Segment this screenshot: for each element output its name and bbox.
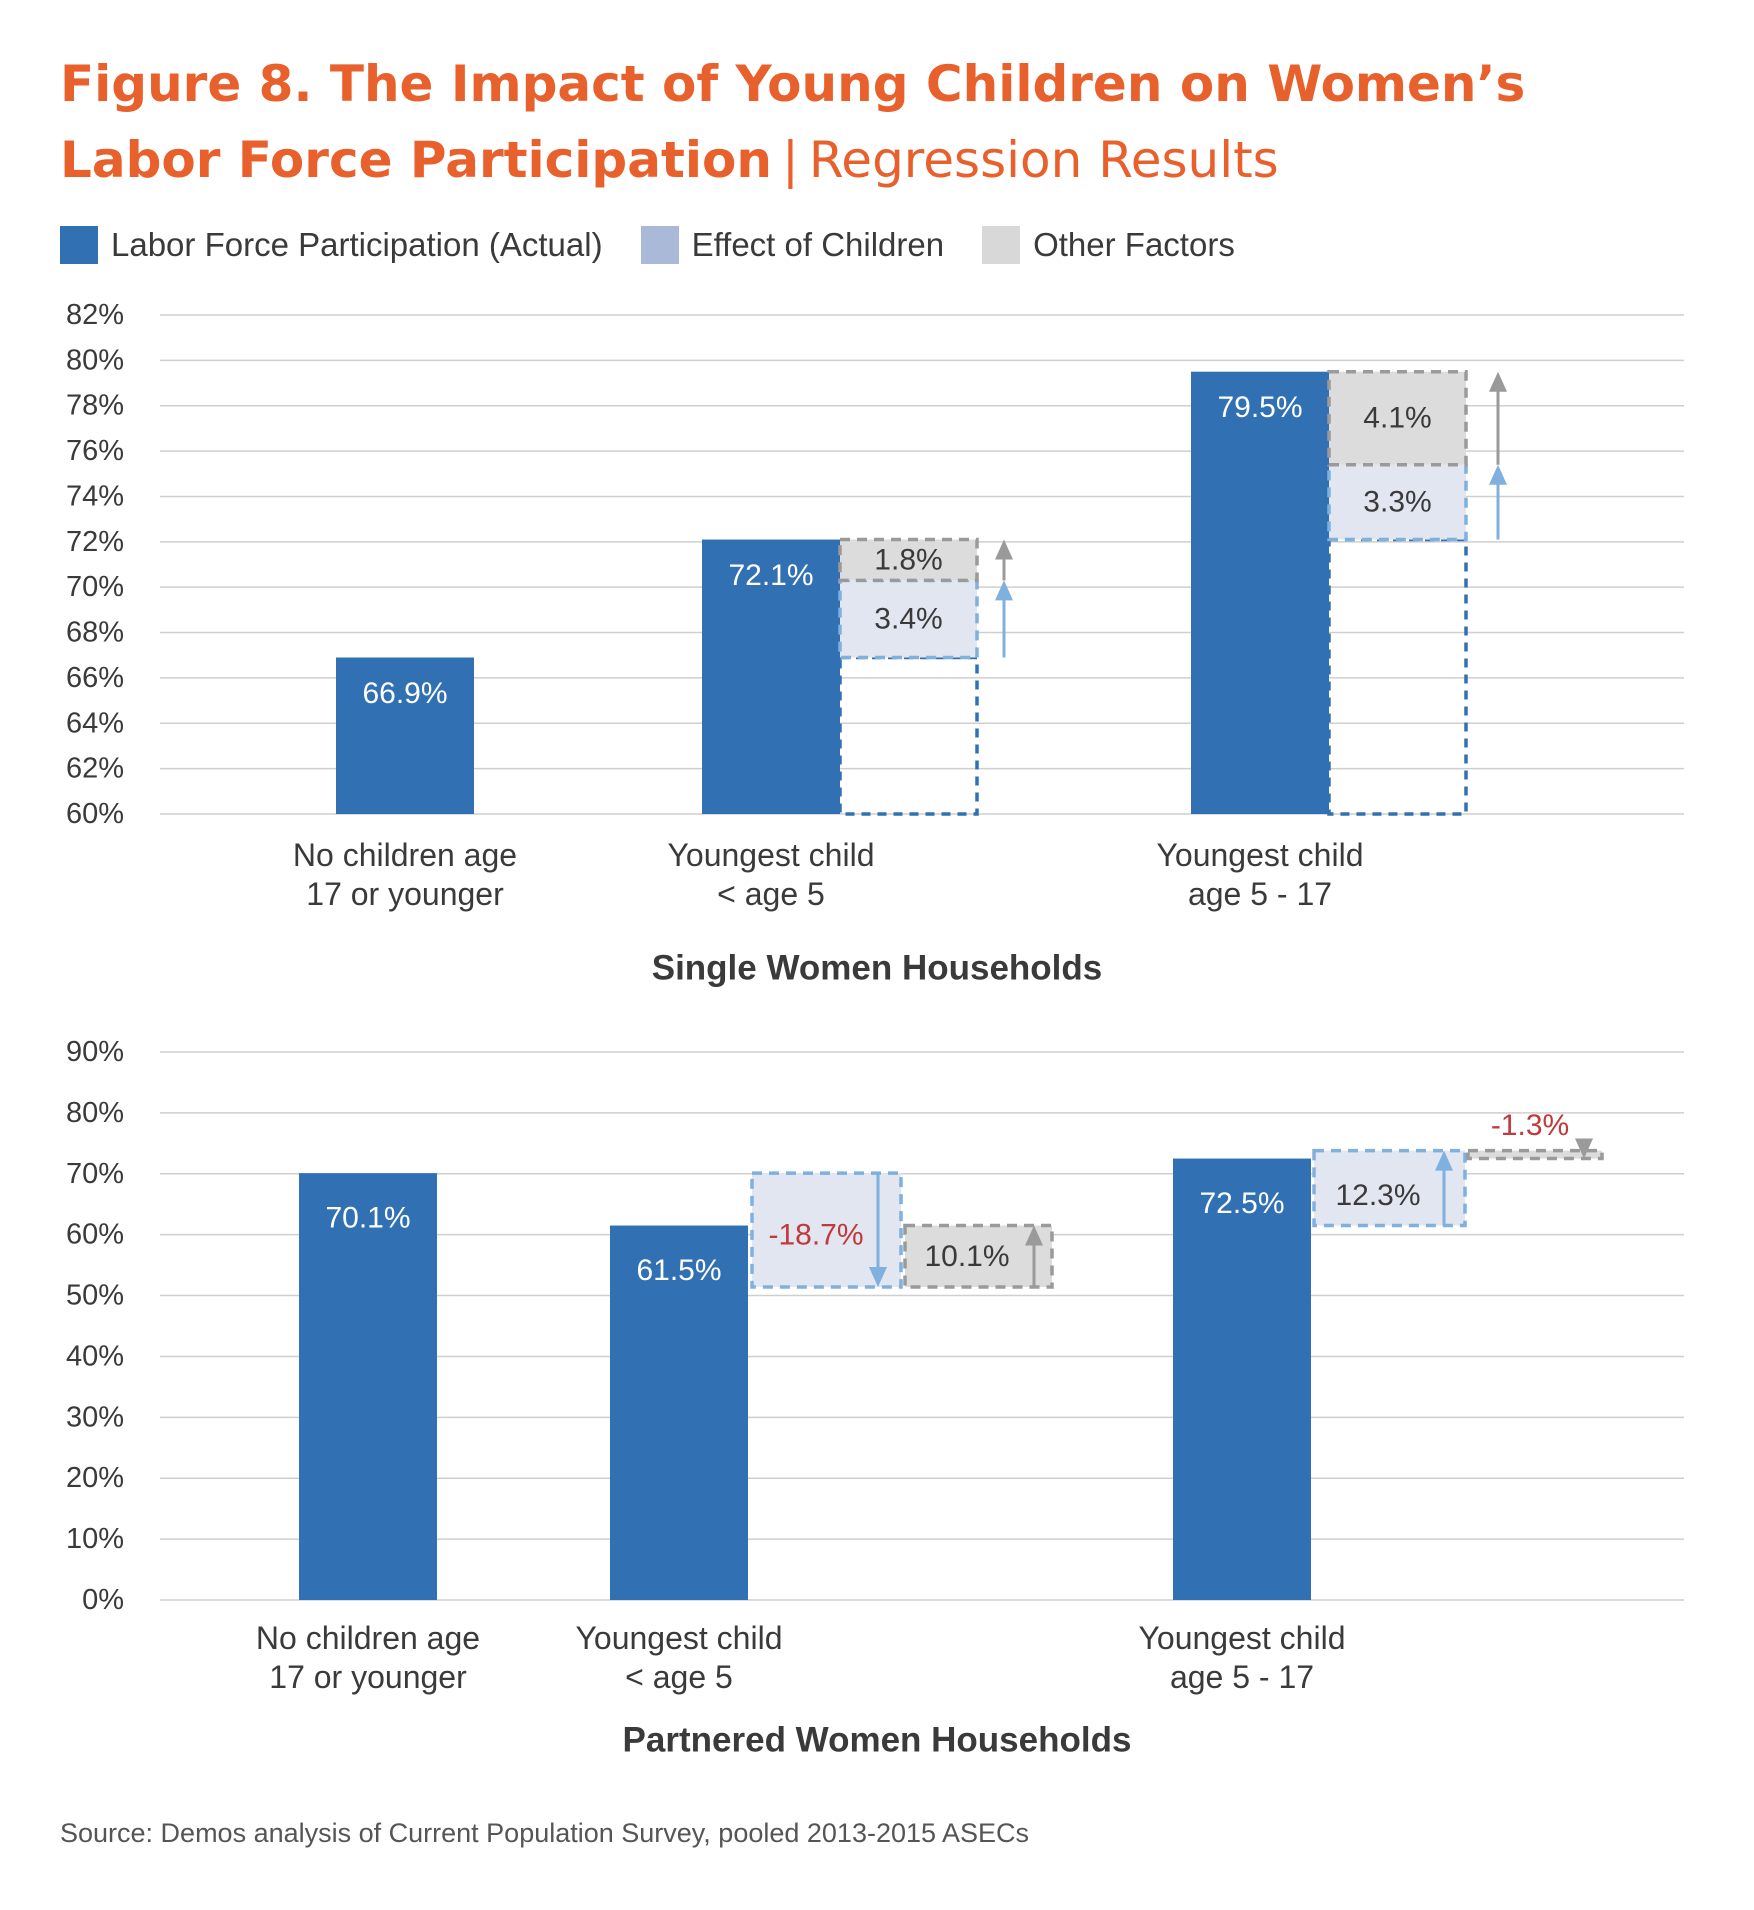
category-label: Youngest child	[1157, 837, 1364, 873]
category-label: age 5 - 17	[1170, 1659, 1314, 1695]
legend-swatch-actual	[60, 226, 98, 264]
legend-label-effect: Effect of Children	[691, 226, 945, 263]
effect-box	[1327, 462, 1468, 542]
other-label: 10.1%	[924, 1240, 1009, 1273]
category-label: Youngest child	[668, 837, 875, 873]
effect-label: 3.4%	[874, 602, 942, 635]
effect-arrow-icon	[1489, 464, 1507, 540]
effect-arrow-icon	[869, 1173, 887, 1288]
actual-bar	[610, 1225, 748, 1600]
legend-label-other: Other Factors	[1033, 226, 1235, 263]
y-tick-label: 78%	[66, 390, 124, 422]
legend-item-effect: Effect of Children	[640, 226, 945, 264]
y-tick-label: 80%	[66, 1097, 124, 1129]
effect-arrow-icon-head	[869, 1267, 887, 1288]
effect-label: 3.3%	[1363, 486, 1431, 519]
figure-title: Figure 8. The Impact of Young Children o…	[60, 46, 1700, 198]
category-label: 17 or younger	[269, 1659, 467, 1695]
actual-bar-label: 72.5%	[1199, 1187, 1284, 1220]
source-note: Source: Demos analysis of Current Popula…	[60, 1818, 1030, 1848]
legend-swatch-effect	[640, 226, 679, 264]
base-outline	[838, 655, 979, 816]
effect-arrow-icon	[1435, 1150, 1453, 1226]
other-arrow-icon-head	[1489, 371, 1507, 392]
effect-arrow-icon-head	[1435, 1150, 1453, 1171]
y-tick-label: 90%	[66, 1036, 124, 1068]
other-label: -1.3%	[1491, 1109, 1569, 1142]
actual-bar-label: 70.1%	[325, 1202, 410, 1235]
category-label: No children age	[256, 1620, 480, 1656]
other-box	[1466, 1148, 1604, 1161]
title-separator: |	[781, 131, 799, 189]
base-outline	[1327, 537, 1468, 816]
effect-arrow-icon-head	[1489, 464, 1507, 485]
other-box	[838, 537, 979, 583]
other-arrow-icon	[1025, 1225, 1043, 1288]
actual-bar	[1173, 1158, 1311, 1600]
category-label: Youngest child	[1139, 1620, 1346, 1656]
other-arrow-icon-head	[995, 539, 1013, 560]
other-box	[1327, 369, 1468, 467]
legend-item-actual: Labor Force Participation (Actual)	[60, 226, 603, 264]
chart-legend: Labor Force Participation (Actual) Effec…	[60, 222, 1273, 268]
actual-bar	[1191, 371, 1329, 814]
effect-arrow-icon-head	[995, 580, 1013, 601]
effect-label: -18.7%	[768, 1219, 863, 1252]
legend-item-other: Other Factors	[982, 226, 1235, 264]
y-tick-label: 68%	[66, 617, 124, 649]
actual-bar	[299, 1173, 437, 1600]
y-tick-label: 66%	[66, 662, 124, 694]
category-label: Youngest child	[576, 1620, 783, 1656]
effect-label: 12.3%	[1335, 1179, 1420, 1212]
y-tick-label: 10%	[66, 1523, 124, 1555]
y-tick-label: 72%	[66, 526, 124, 558]
y-tick-label: 76%	[66, 435, 124, 467]
category-label: 17 or younger	[306, 876, 504, 912]
single-women-chart: 60% 62% 64% 66% 68% 70% 72% 74% 76% 78% 80% 82% 66.9…	[66, 299, 1684, 988]
y-tick-label: 80%	[66, 344, 124, 376]
section-title: Single Women Households	[652, 949, 1103, 988]
section-title: Partnered Women Households	[623, 1721, 1132, 1760]
y-tick-label: 70%	[66, 1158, 124, 1190]
y-tick-label: 64%	[66, 707, 124, 739]
y-tick-label: 74%	[66, 480, 124, 512]
partnered-women-chart: 0% 10% 20% 30% 40% 50% 60% 70% 80% 90% 70.1% No chi…	[66, 1036, 1684, 1760]
actual-bar-label: 61.5%	[636, 1254, 721, 1287]
other-arrow-icon-head	[1575, 1138, 1593, 1159]
y-tick-label: 60%	[66, 798, 124, 830]
actual-bar-label: 72.1%	[728, 559, 813, 592]
other-box	[903, 1223, 1054, 1289]
category-label: age 5 - 17	[1188, 876, 1332, 912]
effect-box	[838, 578, 979, 660]
category-label: No children age	[293, 837, 517, 873]
y-tick-label: 82%	[66, 299, 124, 331]
other-arrow-icon-head	[1025, 1225, 1043, 1246]
y-tick-label: 60%	[66, 1219, 124, 1251]
y-tick-label: 30%	[66, 1401, 124, 1433]
y-tick-label: 50%	[66, 1280, 124, 1312]
y-tick-label: 70%	[66, 571, 124, 603]
y-tick-label: 20%	[66, 1462, 124, 1494]
category-label: < age 5	[625, 1659, 733, 1695]
figure-title-bold: Figure 8. The Impact of Young Children o…	[60, 55, 1526, 189]
actual-bar-label: 79.5%	[1217, 391, 1302, 424]
actual-bar	[336, 657, 474, 814]
y-tick-label: 0%	[82, 1584, 124, 1616]
actual-bar-label: 66.9%	[362, 677, 447, 710]
legend-swatch-other	[982, 226, 1021, 264]
other-label: 4.1%	[1363, 402, 1431, 435]
actual-bar	[702, 539, 840, 814]
other-arrow-icon	[1575, 1138, 1593, 1159]
category-label: < age 5	[717, 876, 825, 912]
other-label: 1.8%	[874, 543, 942, 576]
other-arrow-icon	[1489, 371, 1507, 465]
effect-arrow-icon	[995, 580, 1013, 658]
legend-label-actual: Labor Force Participation (Actual)	[111, 226, 603, 263]
other-arrow-icon	[995, 539, 1013, 581]
figure-subtitle: Regression Results	[808, 131, 1279, 189]
y-tick-label: 62%	[66, 753, 124, 785]
y-tick-label: 40%	[66, 1340, 124, 1372]
